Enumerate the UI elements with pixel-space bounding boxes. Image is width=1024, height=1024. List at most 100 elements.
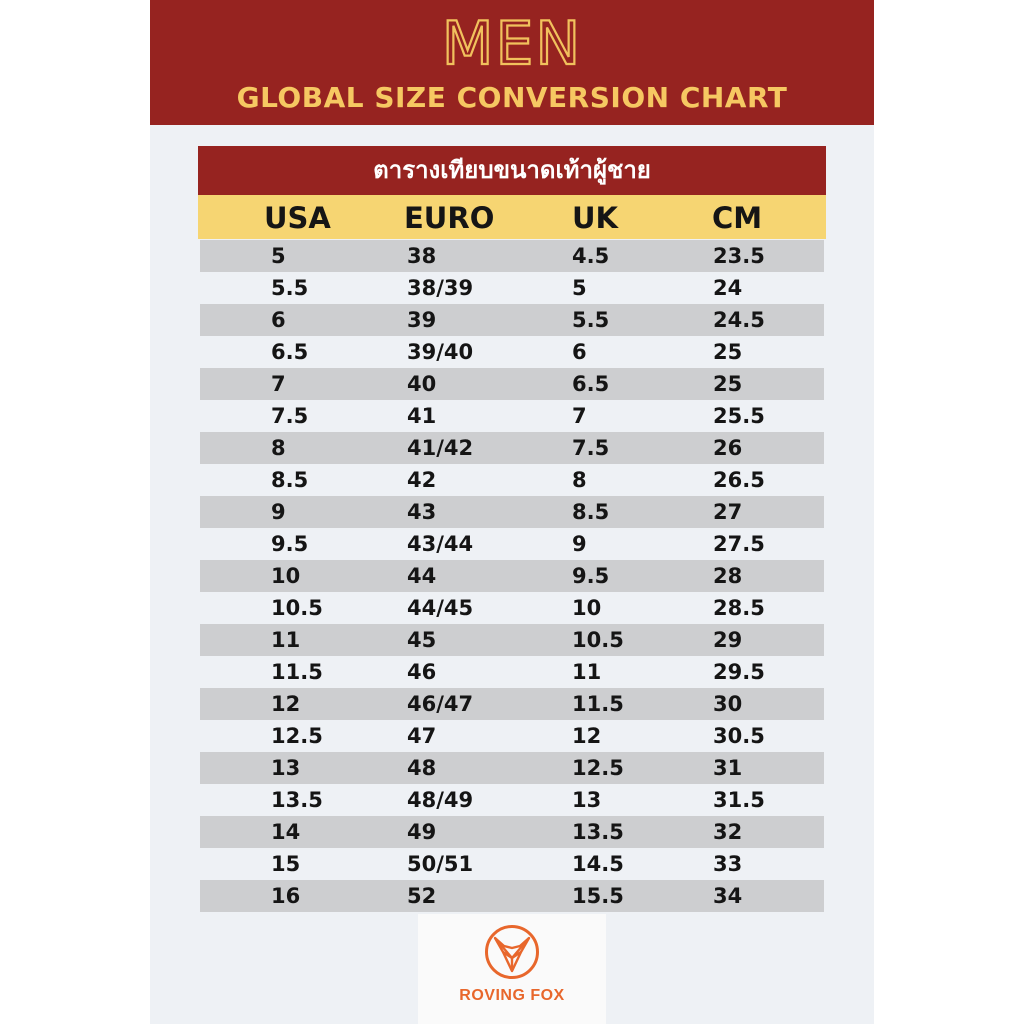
page-title: MEN [441,8,583,80]
cell-usa: 6 [271,308,286,332]
cell-uk: 13.5 [572,820,624,844]
cell-usa: 6.5 [271,340,309,364]
cell-euro: 39/40 [407,340,474,364]
cell-euro: 39 [407,308,437,332]
table-row: 15 50/51 14.5 33 [200,848,824,880]
column-header-usa: USA [264,201,331,235]
cell-cm: 25.5 [713,404,765,428]
cell-euro: 45 [407,628,437,652]
cell-usa: 11.5 [271,660,323,684]
cell-euro: 48 [407,756,437,780]
cell-usa: 9.5 [271,532,309,556]
cell-euro: 46 [407,660,437,684]
cell-usa: 9 [271,500,286,524]
cell-uk: 5 [572,276,587,300]
cell-usa: 5 [271,244,286,268]
cell-cm: 26.5 [713,468,765,492]
table-row: 12 46/47 11.5 30 [200,688,824,720]
cell-uk: 4.5 [572,244,610,268]
cell-euro: 38/39 [407,276,474,300]
cell-uk: 8.5 [572,500,610,524]
cell-uk: 7.5 [572,436,610,460]
cell-euro: 43 [407,500,437,524]
cell-uk: 12 [572,724,602,748]
cell-usa: 10.5 [271,596,323,620]
cell-uk: 8 [572,468,587,492]
table-row: 14 49 13.5 32 [200,816,824,848]
cell-uk: 14.5 [572,852,624,876]
table-row: 16 52 15.5 34 [200,880,824,912]
table-row: 9.5 43/44 9 27.5 [200,528,824,560]
cell-usa: 8.5 [271,468,309,492]
cell-uk: 9.5 [572,564,610,588]
table-row: 10.5 44/45 10 28.5 [200,592,824,624]
table-row: 12.5 47 12 30.5 [200,720,824,752]
cell-cm: 25 [713,340,743,364]
cell-cm: 25 [713,372,743,396]
cell-cm: 24 [713,276,743,300]
page-subtitle: GLOBAL SIZE CONVERSION CHART [236,81,788,114]
title-banner: MEN GLOBAL SIZE CONVERSION CHART [150,0,874,125]
table-row: 8.5 42 8 26.5 [200,464,824,496]
cell-euro: 38 [407,244,437,268]
fox-head-icon [485,925,539,979]
cell-cm: 33 [713,852,743,876]
cell-euro: 52 [407,884,437,908]
cell-usa: 7.5 [271,404,309,428]
cell-euro: 50/51 [407,852,474,876]
cell-cm: 31 [713,756,743,780]
cell-cm: 27 [713,500,743,524]
cell-cm: 27.5 [713,532,765,556]
cell-uk: 15.5 [572,884,624,908]
cell-euro: 40 [407,372,437,396]
cell-euro: 48/49 [407,788,474,812]
cell-cm: 32 [713,820,743,844]
cell-usa: 10 [271,564,301,588]
cell-usa: 7 [271,372,286,396]
cell-euro: 44/45 [407,596,474,620]
cell-uk: 11 [572,660,602,684]
cell-cm: 23.5 [713,244,765,268]
table-row: 10 44 9.5 28 [200,560,824,592]
table-row: 11 45 10.5 29 [200,624,824,656]
cell-usa: 11 [271,628,301,652]
table-row: 13.5 48/49 13 31.5 [200,784,824,816]
cell-uk: 6.5 [572,372,610,396]
cell-usa: 12.5 [271,724,323,748]
cell-usa: 12 [271,692,301,716]
cell-cm: 31.5 [713,788,765,812]
column-header-cm: CM [712,201,763,235]
table-row: 5.5 38/39 5 24 [200,272,824,304]
cell-euro: 46/47 [407,692,474,716]
cell-uk: 6 [572,340,587,364]
table-row: 11.5 46 11 29.5 [200,656,824,688]
table-row: 5 38 4.5 23.5 [200,240,824,272]
column-header-uk: UK [572,201,619,235]
cell-cm: 34 [713,884,743,908]
cell-usa: 5.5 [271,276,309,300]
cell-uk: 10.5 [572,628,624,652]
table-row: 6 39 5.5 24.5 [200,304,824,336]
cell-cm: 29 [713,628,743,652]
table-row: 8 41/42 7.5 26 [200,432,824,464]
cell-usa: 16 [271,884,301,908]
cell-uk: 12.5 [572,756,624,780]
table-row: 7 40 6.5 25 [200,368,824,400]
cell-uk: 5.5 [572,308,610,332]
table-row: 9 43 8.5 27 [200,496,824,528]
cell-euro: 41/42 [407,436,474,460]
cell-usa: 8 [271,436,286,460]
cell-euro: 49 [407,820,437,844]
cell-uk: 7 [572,404,587,428]
cell-uk: 13 [572,788,602,812]
cell-usa: 13.5 [271,788,323,812]
cell-cm: 29.5 [713,660,765,684]
cell-usa: 15 [271,852,301,876]
size-chart-poster: MEN GLOBAL SIZE CONVERSION CHART ตารางเท… [150,0,874,1024]
cell-cm: 30.5 [713,724,765,748]
cell-uk: 11.5 [572,692,624,716]
cell-euro: 43/44 [407,532,474,556]
brand-logo: ROVING FOX [418,914,606,1024]
brand-name: ROVING FOX [459,987,565,1004]
cell-euro: 44 [407,564,437,588]
